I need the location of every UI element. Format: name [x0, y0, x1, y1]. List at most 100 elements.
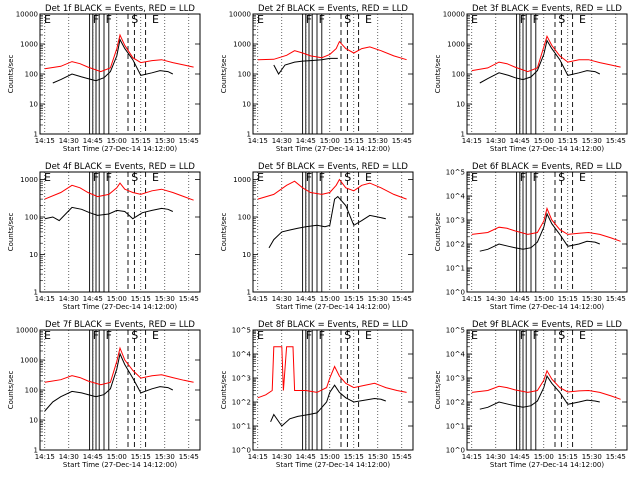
x-tick-label: 15:15: [131, 295, 151, 303]
x-tick-label: 15:45: [606, 453, 626, 461]
x-tick-label: 14:30: [486, 137, 506, 145]
x-tick-label: 14:45: [296, 453, 316, 461]
segment-letter: E: [152, 171, 159, 184]
segment-letter: S: [558, 13, 565, 26]
segment-letter: F: [520, 13, 526, 26]
segment-letter: E: [152, 13, 159, 26]
segment-letter: S: [558, 171, 565, 184]
x-tick-label: 15:45: [392, 295, 412, 303]
x-tick-label: 15:15: [344, 453, 364, 461]
y-tick-label: 10^5: [446, 327, 465, 335]
x-tick-label: 15:30: [368, 137, 388, 145]
x-tick-label: 14:30: [486, 295, 506, 303]
segment-letter: F: [520, 171, 526, 184]
panel-title: Det 5f BLACK = Events, RED = LLD: [258, 162, 408, 172]
segment-letter: S: [131, 171, 138, 184]
y-tick-label: 10: [242, 101, 251, 109]
x-tick-label: 15:30: [582, 295, 602, 303]
x-tick-label: 14:45: [510, 453, 530, 461]
panel-title: Det 6f BLACK = Events, RED = LLD: [472, 162, 622, 172]
series-line-lld: [257, 346, 407, 399]
series-line-lld: [257, 178, 407, 200]
series-line-events: [273, 57, 338, 75]
x-tick-label: 14:30: [272, 453, 292, 461]
x-tick-label: 15:45: [606, 295, 626, 303]
x-tick-label: 15:30: [582, 453, 602, 461]
y-tick-label: 10^3: [446, 217, 465, 225]
x-tick-label: 14:15: [248, 453, 268, 461]
y-tick-label: 10000: [229, 11, 251, 19]
panel-det-3: Det 3f BLACK = Events, RED = LLD 14:15 14:…: [434, 4, 628, 153]
y-tick-label: 10^0: [232, 447, 251, 455]
series-line-events: [52, 38, 174, 84]
x-tick-label: 15:00: [320, 137, 340, 145]
series-line-events: [479, 212, 600, 252]
segment-letter: E: [44, 171, 51, 184]
plot-frame: [252, 171, 414, 293]
plot-frame: [252, 13, 414, 135]
segment-letter: S: [344, 329, 351, 342]
segment-letter: E: [365, 13, 372, 26]
segment-letter: F: [93, 13, 99, 26]
x-axis-label: Start Time (27-Dec-14 14:12:00): [276, 145, 390, 153]
x-axis-label: Start Time (27-Dec-14 14:12:00): [276, 461, 390, 469]
segment-letter: S: [131, 329, 138, 342]
segment-letter: F: [319, 329, 325, 342]
panel-det-9: Det 9f BLACK = Events, RED = LLD 14:15 14:…: [434, 320, 628, 469]
segment-letter: E: [471, 171, 478, 184]
panel-title: Det 4f BLACK = Events, RED = LLD: [45, 162, 195, 172]
y-tick-label: 10^3: [232, 375, 251, 383]
x-tick-label: 14:45: [83, 295, 103, 303]
y-tick-label: 10^0: [446, 289, 465, 297]
y-axis-label: Counts/sec: [434, 213, 442, 252]
y-axis-label: Counts/sec: [220, 213, 228, 252]
x-tick-label: 15:30: [368, 453, 388, 461]
panel-det-8: Det 8f BLACK = Events, RED = LLD 14:15 14:…: [220, 320, 414, 469]
plot-frame: [39, 13, 201, 135]
y-tick-label: 1: [247, 131, 251, 139]
x-tick-label: 14:30: [59, 137, 79, 145]
plot-frame: [466, 13, 628, 135]
panel-title: Det 7f BLACK = Events, RED = LLD: [45, 320, 195, 330]
x-axis-label: Start Time (27-Dec-14 14:12:00): [490, 461, 604, 469]
y-tick-label: 10: [29, 251, 38, 259]
series-line-lld: [44, 33, 194, 73]
y-tick-label: 10^2: [446, 241, 465, 249]
y-tick-label: 10^4: [232, 351, 252, 359]
y-axis-label: Counts/sec: [434, 55, 442, 94]
y-tick-label: 10000: [16, 11, 38, 19]
x-axis-label: Start Time (27-Dec-14 14:12:00): [63, 461, 177, 469]
x-tick-label: 15:45: [179, 295, 199, 303]
y-tick-label: 100: [452, 71, 465, 79]
segment-letter: F: [93, 329, 99, 342]
x-tick-label: 15:45: [392, 137, 412, 145]
series-line-events: [44, 206, 174, 222]
segment-letter: S: [131, 13, 138, 26]
series-line-lld: [471, 34, 621, 73]
panel-det-7: Det 7f BLACK = Events, RED = LLD 14:15 14:…: [7, 320, 201, 469]
segment-letter: E: [471, 329, 478, 342]
panel-title: Det 3f BLACK = Events, RED = LLD: [472, 4, 622, 14]
y-tick-label: 10^2: [232, 399, 251, 407]
series-line-lld: [471, 206, 621, 242]
y-tick-label: 10^1: [446, 423, 465, 431]
segment-letter: F: [106, 329, 112, 342]
x-tick-label: 15:45: [179, 137, 199, 145]
segment-letter: S: [344, 13, 351, 26]
y-tick-label: 10: [456, 101, 465, 109]
segment-letter: F: [106, 171, 112, 184]
segment-letter: E: [257, 329, 264, 342]
panel-det-5: Det 5f BLACK = Events, RED = LLD 14:15 14:…: [220, 162, 414, 311]
y-tick-label: 10^4: [446, 351, 466, 359]
x-tick-label: 14:45: [83, 453, 103, 461]
x-tick-label: 15:00: [320, 295, 340, 303]
y-tick-label: 1000: [20, 357, 38, 365]
panel-det-1: Det 1f BLACK = Events, RED = LLD 14:15 14:…: [7, 4, 201, 153]
y-tick-label: 1000: [233, 41, 251, 49]
plot-frame: [39, 171, 201, 293]
x-axis-label: Start Time (27-Dec-14 14:12:00): [490, 145, 604, 153]
y-tick-label: 10^4: [446, 193, 466, 201]
y-axis-label: Counts/sec: [220, 55, 228, 94]
segment-letter: F: [533, 13, 539, 26]
